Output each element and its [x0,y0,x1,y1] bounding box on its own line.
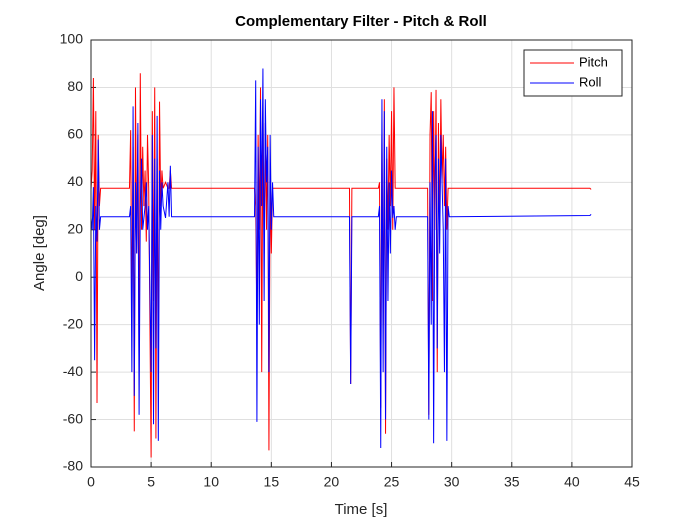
x-axis-label: Time [s] [335,501,388,518]
legend-box [523,49,623,97]
plot-area [91,40,632,467]
y-tick-label: -60 [63,410,83,426]
y-tick-label: 0 [75,268,83,284]
y-axis-label: Angle [deg] [31,215,48,291]
y-tick-label: 20 [67,220,83,236]
axes-box [90,39,633,468]
legend-label: Roll [579,74,602,89]
x-tick-label: 25 [384,474,400,490]
x-tick-label: 20 [324,474,340,490]
y-tick-label: 80 [67,78,83,94]
legend-label: Pitch [579,54,608,69]
y-tick-label: -40 [63,363,83,379]
x-tick-label: 30 [444,474,460,490]
chart-title: Complementary Filter - Pitch & Roll [235,13,487,30]
y-tick-label: 40 [67,173,83,189]
x-tick-label: 40 [564,474,580,490]
x-tick-label: 35 [504,474,520,490]
line-series [90,68,592,449]
x-tick-label: 45 [624,474,640,490]
y-tick-label: -20 [63,315,83,331]
y-tick-label: -80 [63,458,83,474]
y-tick-label: 60 [67,126,83,142]
x-tick-label: 5 [147,474,155,490]
y-tick-label: 100 [60,31,84,47]
x-tick-label: 0 [87,474,95,490]
x-tick-label: 10 [203,474,219,490]
x-tick-label: 15 [264,474,280,490]
